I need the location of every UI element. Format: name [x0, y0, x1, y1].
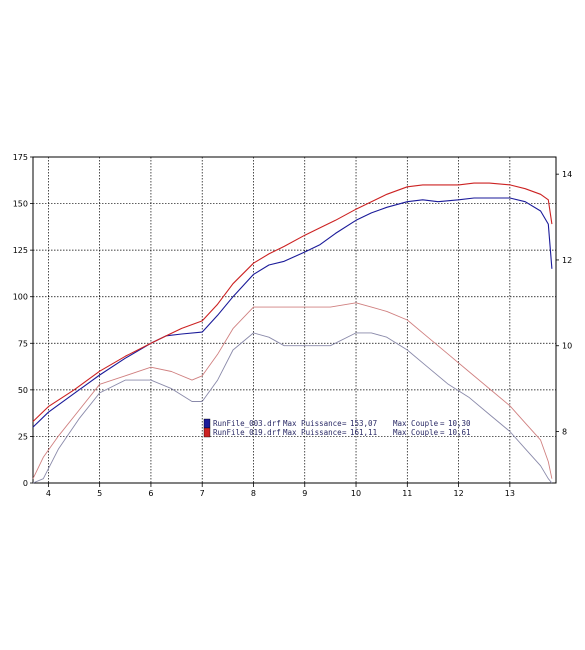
y-tick-label: 100: [13, 293, 28, 302]
y2-tick-label: 12: [562, 256, 572, 265]
y-tick-label: 0: [23, 479, 28, 488]
x-tick-label: 13: [505, 489, 515, 498]
legend-eq-2b: =: [440, 428, 445, 437]
legend-eq-1: =: [342, 419, 347, 428]
grid-lines: [33, 157, 556, 483]
y2-axis-ticks: 8 10 12 14: [556, 170, 572, 437]
x-tick-label: 10: [351, 489, 361, 498]
legend-swatch-2: [203, 427, 211, 438]
legend-swatch-1: [203, 418, 211, 429]
y2-tick-label: 10: [562, 342, 572, 351]
legend-eq-2: =: [342, 428, 347, 437]
legend-torque-label-2: Max Couple: [393, 428, 439, 437]
y2-tick-label: 14: [562, 170, 572, 179]
series-lines: [32, 182, 553, 484]
legend-torque-label-1: Max Couple: [393, 419, 439, 428]
y-tick-label: 150: [13, 200, 28, 209]
x-axis-ticks: 4 5 6 7 8 9 10 11 12 13: [46, 483, 515, 498]
y-tick-label: 25: [18, 432, 28, 441]
legend-power-value-2: 161,11: [350, 428, 377, 437]
legend-torque-value-1: 10,30: [448, 419, 471, 428]
x-tick-label: 9: [302, 489, 307, 498]
series-line-4: [32, 302, 553, 479]
x-tick-label: 11: [402, 489, 412, 498]
legend-power-value-1: 153,07: [350, 419, 377, 428]
legend-torque-value-2: 10,61: [448, 428, 471, 437]
legend-power-label-1: Max Puissance: [283, 419, 342, 428]
x-tick-label: 12: [453, 489, 463, 498]
legend-eq-1b: =: [440, 419, 445, 428]
legend-power-label-2: Max Puissance: [283, 428, 342, 437]
legend-file-1: RunFile_003.drf: [213, 419, 281, 428]
legend-file-2: RunFile_019.drf: [213, 428, 281, 437]
x-tick-label: 7: [200, 489, 205, 498]
y-tick-label: 125: [13, 246, 28, 255]
y-tick-label: 50: [18, 386, 28, 395]
plot-area: [32, 156, 557, 484]
y-tick-label: 175: [13, 153, 28, 162]
legend: RunFile_003.drf Max Puissance = 153,07 M…: [203, 418, 471, 438]
x-tick-label: 4: [46, 489, 51, 498]
y-axis-ticks: 0 25 50 75 100 125 150 175: [13, 153, 33, 488]
x-tick-label: 8: [251, 489, 256, 498]
x-tick-label: 5: [97, 489, 102, 498]
x-tick-label: 6: [148, 489, 153, 498]
series-line-2: [32, 182, 553, 422]
series-line-3: [32, 332, 553, 484]
y-tick-label: 75: [18, 339, 28, 348]
y2-tick-label: 8: [562, 428, 567, 437]
